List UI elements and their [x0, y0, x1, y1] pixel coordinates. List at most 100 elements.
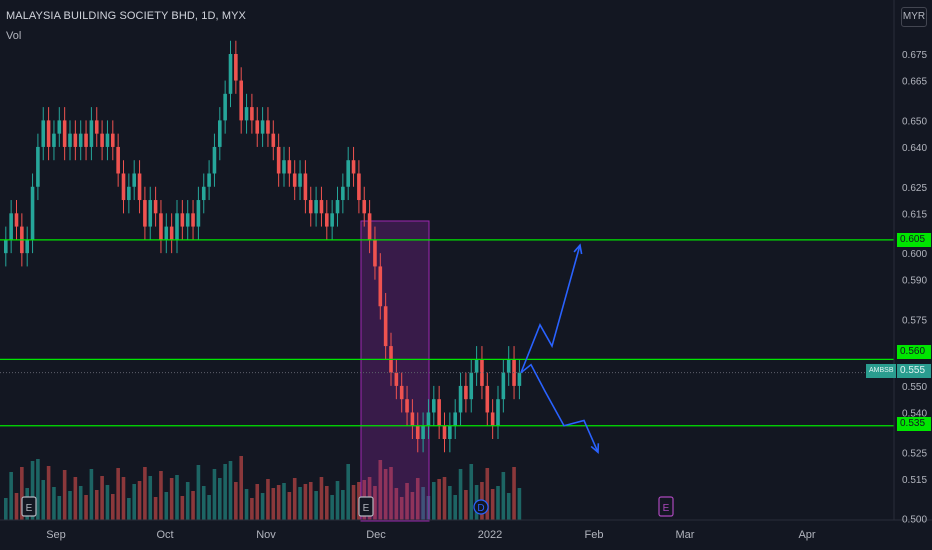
- volume-bar: [132, 484, 136, 520]
- volume-bar: [432, 482, 436, 520]
- candle-body: [84, 133, 88, 147]
- marker-label: E: [363, 503, 370, 514]
- volume-bar: [250, 498, 254, 520]
- volume-bar: [442, 477, 447, 520]
- earnings-marker[interactable]: [658, 496, 674, 517]
- volume-bar: [4, 498, 8, 520]
- candle-body: [458, 385, 463, 413]
- candle-body: [52, 133, 56, 147]
- volume-bar: [394, 488, 399, 520]
- candle-body: [201, 186, 206, 201]
- marker-label: D: [477, 503, 484, 514]
- candle-body: [490, 412, 495, 426]
- candle-body: [143, 200, 147, 227]
- candle-body: [89, 120, 94, 147]
- volume-bar: [458, 469, 463, 520]
- volume-bar: [228, 461, 233, 520]
- candle-body: [357, 173, 361, 201]
- volume-bar: [244, 489, 249, 520]
- x-tick-label: Mar: [676, 529, 695, 541]
- candle-body: [57, 120, 62, 134]
- volume-bar: [239, 456, 243, 520]
- y-tick-label: 0.525: [902, 448, 927, 459]
- volume-bar: [421, 487, 425, 520]
- candle-body: [185, 213, 190, 227]
- volume-bar: [100, 476, 104, 520]
- volume-bar: [52, 487, 56, 520]
- volume-bar: [426, 496, 431, 520]
- candle-body: [474, 359, 479, 373]
- volume-bar: [68, 491, 72, 520]
- volume-bar: [218, 478, 222, 520]
- volume-bar: [415, 478, 420, 520]
- volume-bar: [287, 492, 292, 520]
- candle-body: [137, 173, 142, 201]
- volume-bar: [276, 485, 281, 520]
- volume-bar: [298, 487, 302, 520]
- volume-bar: [448, 486, 452, 520]
- volume-bar: [127, 498, 131, 520]
- candle-body: [169, 226, 174, 240]
- volume-bar: [212, 469, 217, 520]
- candle-body: [442, 425, 447, 440]
- candle-body: [432, 399, 436, 413]
- volume-bar: [207, 495, 211, 520]
- candle-body: [308, 200, 313, 214]
- candle-body: [298, 173, 302, 187]
- volume-bar: [89, 469, 94, 520]
- candle-body: [14, 213, 19, 227]
- candle-body: [148, 200, 153, 227]
- volume-bar: [341, 490, 345, 520]
- volume-bar: [399, 497, 404, 520]
- volume-bar: [389, 467, 393, 520]
- y-tick-label: 0.500: [902, 515, 927, 526]
- candle-body: [405, 399, 409, 413]
- candle-body: [506, 359, 511, 373]
- bullish-arrow[interactable]: [520, 244, 581, 373]
- volume-bar: [185, 482, 190, 520]
- volume-bar: [383, 469, 388, 520]
- earnings-marker[interactable]: [21, 496, 37, 517]
- candle-body: [25, 239, 29, 254]
- volume-bar: [191, 491, 195, 520]
- volume-bar: [319, 477, 324, 520]
- candle-body: [330, 213, 334, 227]
- candle-body: [282, 160, 286, 174]
- dividend-marker[interactable]: [473, 499, 489, 515]
- volume-bar: [496, 486, 500, 520]
- volume-bar: [405, 483, 409, 520]
- y-tick-label: 0.640: [902, 143, 927, 154]
- volume-bar: [223, 464, 227, 520]
- volume-bar: [378, 460, 383, 520]
- candle-body: [100, 133, 104, 147]
- x-tick-label: Oct: [156, 529, 173, 541]
- bearish-arrow[interactable]: [520, 363, 599, 453]
- volume-bar: [46, 466, 51, 520]
- candle-body: [287, 160, 292, 174]
- price-tag-0560: 0.560: [897, 345, 931, 359]
- volume-bar: [180, 496, 185, 520]
- candle-body: [448, 425, 452, 440]
- candle-body: [105, 133, 110, 147]
- volume-bar: [453, 495, 457, 520]
- volume-bar: [94, 490, 99, 520]
- candle-body: [36, 146, 40, 187]
- volume-bar: [437, 479, 441, 520]
- candle-body: [175, 213, 179, 240]
- volume-bar: [485, 468, 490, 520]
- candle-body: [153, 200, 158, 214]
- arrow-head: [590, 443, 600, 454]
- candle-body: [68, 133, 72, 147]
- candle-body: [485, 385, 490, 413]
- volume-bar: [84, 495, 88, 520]
- volume-bar: [20, 467, 24, 520]
- currency-button[interactable]: MYR: [901, 7, 927, 27]
- volume-bar: [153, 497, 158, 520]
- earnings-marker[interactable]: [358, 496, 374, 517]
- volume-bar: [271, 488, 276, 520]
- candle-body: [244, 107, 249, 121]
- candle-body: [314, 200, 318, 214]
- candle-body: [196, 200, 201, 227]
- marker-label: E: [26, 503, 33, 514]
